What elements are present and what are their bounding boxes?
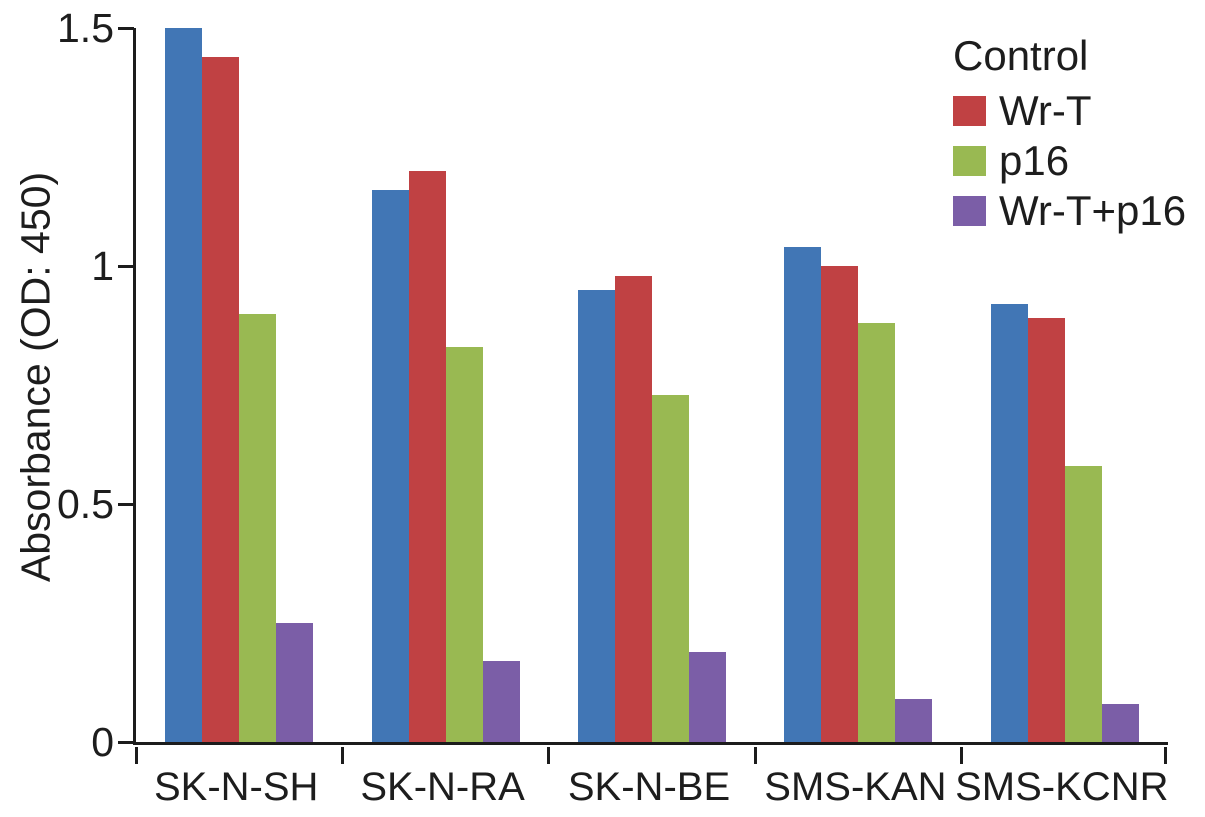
legend-rows: Wr-T p16 Wr-T+p16 (953, 86, 1186, 236)
bar-p16-sms-kan (858, 323, 896, 742)
y-tick-label: 1 (91, 243, 114, 289)
bar-wrt-sk-n-be (615, 275, 652, 742)
legend: Control Wr-T p16 Wr-T+p16 (953, 30, 1186, 236)
bar-wrtp16-sk-n-ra (482, 661, 520, 742)
plot-area (118, 26, 1168, 764)
bar-p16-sk-n-be (652, 394, 689, 742)
legend-row: Wr-T (953, 86, 1186, 136)
x-category-label: SK-N-RA (360, 765, 525, 809)
legend-swatch-icon (953, 196, 986, 226)
bar-wrt-sk-n-sh (202, 56, 240, 742)
x-tick (547, 747, 551, 764)
bar-wrtp16-sk-n-be (689, 651, 726, 742)
y-tick-label: 0 (91, 719, 114, 765)
x-tick (340, 747, 344, 764)
legend-label: Wr-T+p16 (999, 187, 1187, 234)
bar-wrtp16-sms-kcnr (1101, 703, 1139, 742)
x-tick (753, 747, 757, 764)
bar-wrt-sms-kan (821, 266, 859, 742)
bar-wrt-sms-kcnr (1027, 318, 1065, 742)
legend-title: Control (953, 32, 1089, 79)
bar-p16-sms-kcnr (1064, 465, 1102, 742)
x-category-label: SK-N-SH (153, 765, 319, 809)
x-tick (1163, 747, 1167, 764)
y-tick (118, 264, 134, 268)
y-tick (118, 502, 134, 506)
bar-control-sms-kcnr (990, 304, 1028, 742)
x-tick (134, 747, 138, 764)
y-tick (118, 740, 134, 744)
bar-p16-sk-n-sh (239, 313, 277, 742)
y-tick-label: 1.5 (57, 5, 114, 51)
y-tick (118, 26, 134, 30)
legend-swatch-icon (953, 96, 986, 126)
bar-wrt-sk-n-ra (408, 170, 446, 742)
y-tick-label: 0.5 (57, 481, 114, 527)
x-category-label: SMS-KAN (764, 765, 947, 809)
legend-row: p16 (953, 136, 1186, 186)
bar-p16-sk-n-ra (445, 346, 483, 742)
bar-control-sk-n-be (578, 289, 615, 742)
bar-control-sk-n-ra (371, 189, 409, 742)
bar-control-sk-n-sh (165, 28, 203, 742)
legend-row: Wr-T+p16 (953, 186, 1186, 236)
legend-swatch-icon (953, 146, 986, 176)
legend-label: Wr-T (999, 87, 1092, 134)
legend-label: p16 (999, 137, 1070, 184)
bar-wrtp16-sms-kan (895, 699, 933, 742)
bar-wrtp16-sk-n-sh (276, 623, 314, 742)
bar-control-sms-kan (784, 246, 822, 742)
x-category-label: SK-N-BE (567, 765, 731, 809)
x-category-label: SMS-KCNR (955, 765, 1169, 809)
x-tick (960, 747, 964, 764)
